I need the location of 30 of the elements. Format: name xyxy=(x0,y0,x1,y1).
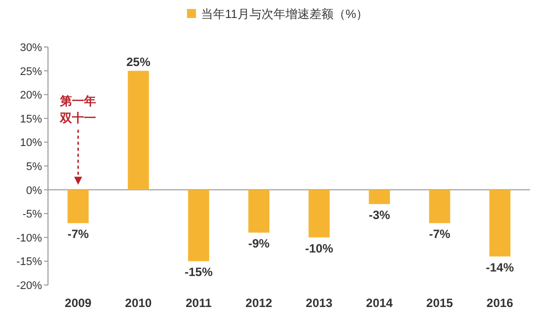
y-tick-label: 15% xyxy=(20,113,42,126)
x-tick-label: 2009 xyxy=(64,296,92,310)
annotation: 双十一 xyxy=(59,110,96,125)
x-tick-label: 2013 xyxy=(306,296,333,310)
annotation: 第一年 xyxy=(59,94,96,108)
y-tick-label: -5% xyxy=(22,208,42,221)
data-label: -14% xyxy=(486,260,514,274)
x-tick-label: 2012 xyxy=(246,296,273,310)
y-tick-label: 30% xyxy=(20,42,42,54)
data-label: -15% xyxy=(184,265,213,280)
y-tick-label: 25% xyxy=(20,66,42,78)
y-tick-label: 10% xyxy=(20,137,42,150)
x-tick-label: 2016 xyxy=(486,296,514,310)
y-tick-label: 5% xyxy=(26,161,42,173)
x-tick-label: 2010 xyxy=(125,296,152,310)
data-label: -7% xyxy=(428,227,451,242)
y-tick-label: 0% xyxy=(26,184,42,197)
data-label: -7% xyxy=(67,227,90,242)
y-tick-label: -15% xyxy=(16,256,42,268)
y-tick-label: -10% xyxy=(16,232,42,244)
data-label: 25% xyxy=(126,54,151,69)
y-tick-label: 20% xyxy=(20,90,42,102)
x-tick-label: 2015 xyxy=(426,296,454,310)
data-label: -10% xyxy=(305,241,334,256)
y-tick-label: -20% xyxy=(16,280,42,292)
data-label: -9% xyxy=(248,236,270,251)
x-tick-label: 2014 xyxy=(366,296,394,310)
x-tick-label: 2011 xyxy=(186,296,212,310)
legend-label: 当年11月与次年增速差额（%） xyxy=(201,7,368,21)
data-label: -3% xyxy=(368,208,390,222)
